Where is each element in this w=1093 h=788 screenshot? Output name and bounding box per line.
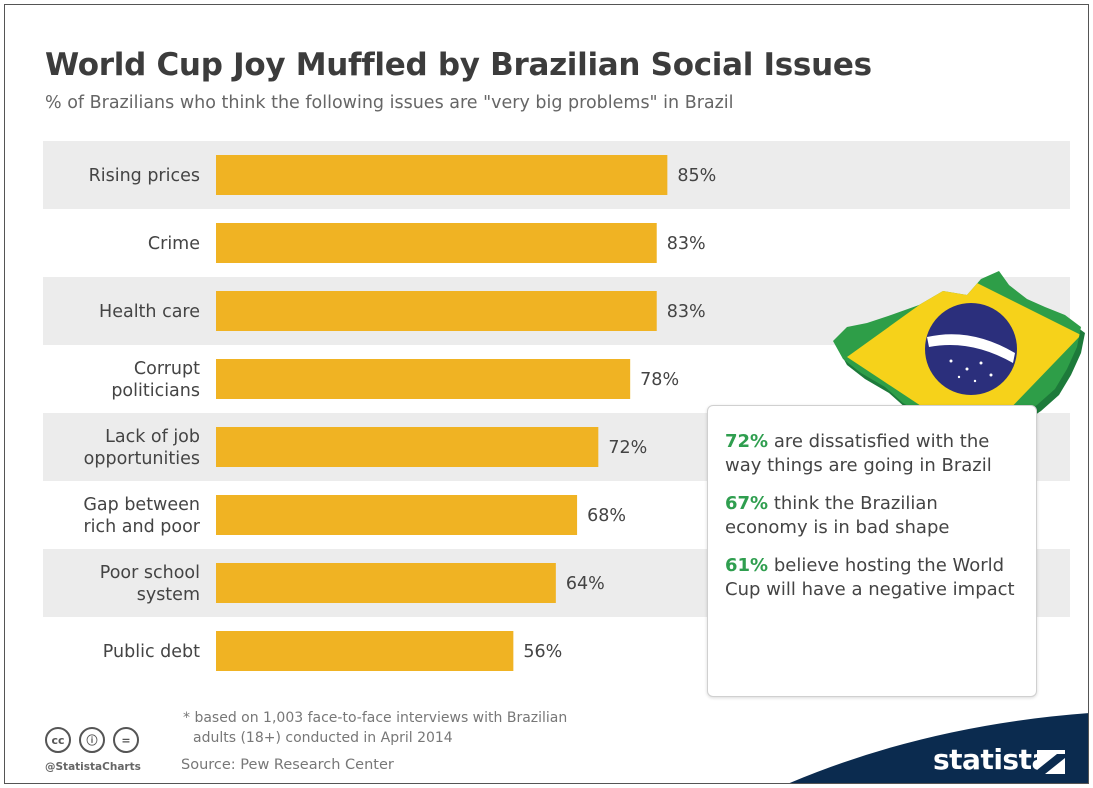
category-label: Lack of job opportunities xyxy=(84,427,200,469)
infographic: World Cup Joy Muffled by Brazilian Socia… xyxy=(4,4,1089,784)
value-label: 72% xyxy=(608,438,647,458)
fact-economy: 67% think the Brazilian economy is in ba… xyxy=(725,493,950,538)
chart-subtitle: % of Brazilians who think the following … xyxy=(45,93,734,113)
source-note: Source: Pew Research Center xyxy=(181,757,394,773)
footnote: * based on 1,003 face-to-face interviews… xyxy=(183,710,568,746)
value-label: 68% xyxy=(587,506,626,526)
statista-logo: statista xyxy=(933,743,1050,776)
value-label: 64% xyxy=(566,574,605,594)
bar xyxy=(216,427,599,467)
license-icons: cc ⓘ = xyxy=(45,727,139,753)
category-label: Public debt xyxy=(103,642,200,662)
bar xyxy=(216,563,556,603)
value-label: 83% xyxy=(667,234,706,254)
bar xyxy=(216,223,657,263)
category-label: Rising prices xyxy=(89,166,200,186)
category-label: Corrupt politicians xyxy=(111,359,200,401)
category-label: Health care xyxy=(99,302,200,322)
value-label: 83% xyxy=(667,302,706,322)
value-label: 78% xyxy=(640,370,679,390)
brand-band xyxy=(789,713,1088,783)
fact-world-cup-impact: 61% believe hosting the World Cup will h… xyxy=(725,555,1015,600)
bar xyxy=(216,291,657,331)
bar xyxy=(216,631,514,671)
statista-logo-icon xyxy=(1037,750,1065,774)
category-label: Poor school system xyxy=(100,563,200,605)
category-label: Gap between rich and poor xyxy=(83,495,200,537)
chart-title: World Cup Joy Muffled by Brazilian Socia… xyxy=(45,47,872,83)
bar-chart: Rising prices 85% Crime 83% Health care 83% Co… xyxy=(43,141,1070,671)
bar xyxy=(216,155,668,195)
value-label: 56% xyxy=(523,642,562,662)
creative-commons-icon: cc xyxy=(45,727,71,753)
bar xyxy=(216,359,631,399)
fact-dissatisfied: 72% are dissatisfied with the way things… xyxy=(725,431,992,476)
bar xyxy=(216,495,578,535)
no-derivatives-icon: = xyxy=(113,727,139,753)
attribution-icon: ⓘ xyxy=(79,727,105,753)
value-label: 85% xyxy=(677,166,716,186)
social-handle: @StatistaCharts xyxy=(45,761,141,773)
key-facts-box: 72% are dissatisfied with the way things… xyxy=(707,405,1037,697)
category-label: Crime xyxy=(148,234,200,254)
